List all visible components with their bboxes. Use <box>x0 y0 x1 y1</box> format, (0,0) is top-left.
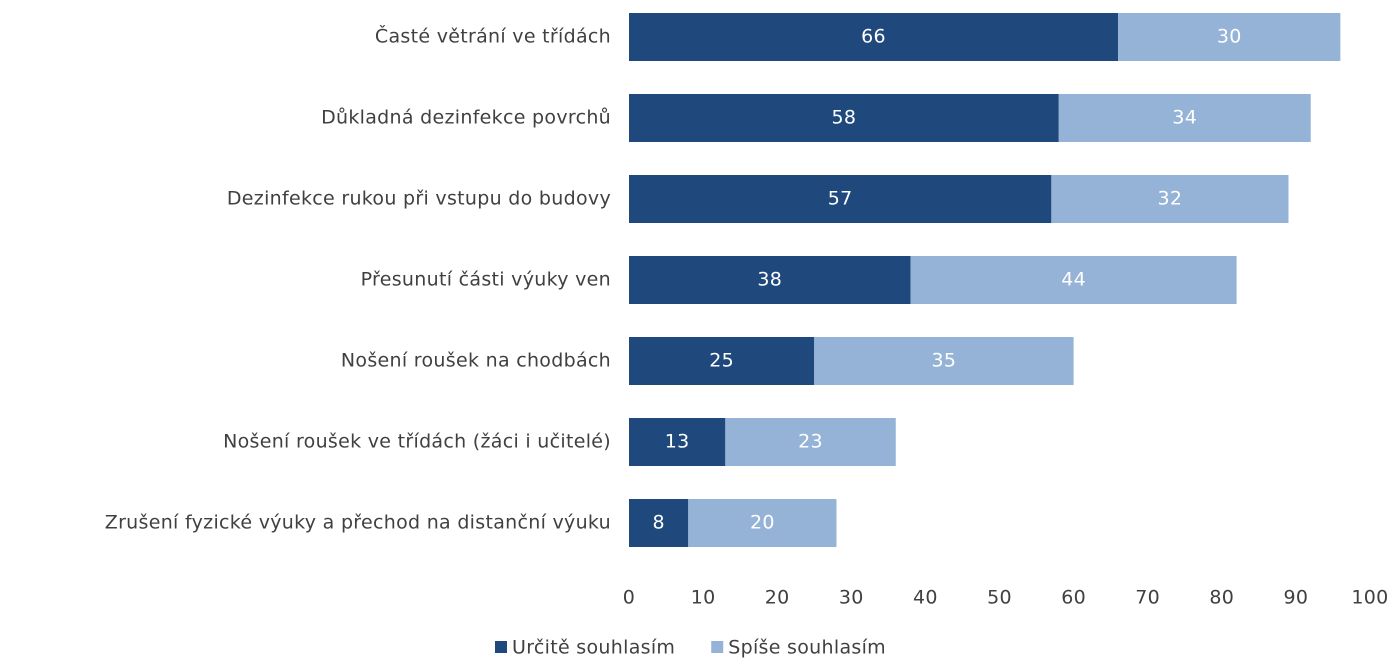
x-tick-label: 90 <box>1284 587 1309 609</box>
bar-segment <box>1051 175 1289 223</box>
data-label: 38 <box>757 269 782 291</box>
data-label: 23 <box>798 431 823 453</box>
x-tick-label: 10 <box>691 587 716 609</box>
bar-segment <box>629 256 911 304</box>
data-label: 8 <box>652 512 664 534</box>
x-tick-label: 40 <box>913 587 938 609</box>
bar-segment <box>725 418 896 466</box>
bar-segment <box>629 175 1052 223</box>
bar-segment <box>688 499 837 547</box>
data-label: 58 <box>831 107 856 129</box>
category-label: Zrušení fyzické výuky a přechod na dista… <box>105 512 611 534</box>
category-label: Přesunutí části výuky ven <box>361 269 611 291</box>
data-label: 25 <box>709 350 734 372</box>
bar-segment <box>629 13 1119 61</box>
bar-segment <box>1118 13 1341 61</box>
bar-segment <box>910 256 1237 304</box>
data-label: 32 <box>1158 188 1183 210</box>
data-label: 20 <box>750 512 775 534</box>
data-label: 66 <box>861 26 886 48</box>
x-tick-label: 70 <box>1135 587 1160 609</box>
category-label: Důkladná dezinfekce povrchů <box>321 107 611 129</box>
bar-segment <box>629 499 689 547</box>
bar-segment <box>629 94 1059 142</box>
legend-swatch <box>711 641 724 653</box>
data-label: 34 <box>1172 107 1197 129</box>
bar-segment <box>629 418 726 466</box>
category-label: Časté větrání ve třídách <box>375 24 611 48</box>
legend-label: Spíše souhlasím <box>728 637 886 659</box>
legend-label: Určitě souhlasím <box>512 637 675 659</box>
legend-swatch <box>495 641 507 653</box>
x-tick-label: 100 <box>1351 587 1388 609</box>
x-tick-label: 60 <box>1061 587 1086 609</box>
data-label: 57 <box>828 188 853 210</box>
x-tick-label: 30 <box>839 587 864 609</box>
x-tick-label: 0 <box>623 587 635 609</box>
bar-segment <box>1058 94 1311 142</box>
x-tick-label: 20 <box>765 587 790 609</box>
category-label: Nošení roušek na chodbách <box>341 350 611 372</box>
bar-segment <box>814 337 1074 385</box>
x-tick-label: 80 <box>1209 587 1234 609</box>
data-label: 30 <box>1217 26 1242 48</box>
data-label: 35 <box>932 350 957 372</box>
category-label: Dezinfekce rukou při vstupu do budovy <box>227 188 611 210</box>
data-label: 13 <box>665 431 690 453</box>
bar-segment <box>629 337 815 385</box>
data-label: 44 <box>1061 269 1086 291</box>
category-label: Nošení roušek ve třídách (žáci i učitelé… <box>223 431 611 453</box>
x-tick-label: 50 <box>987 587 1012 609</box>
